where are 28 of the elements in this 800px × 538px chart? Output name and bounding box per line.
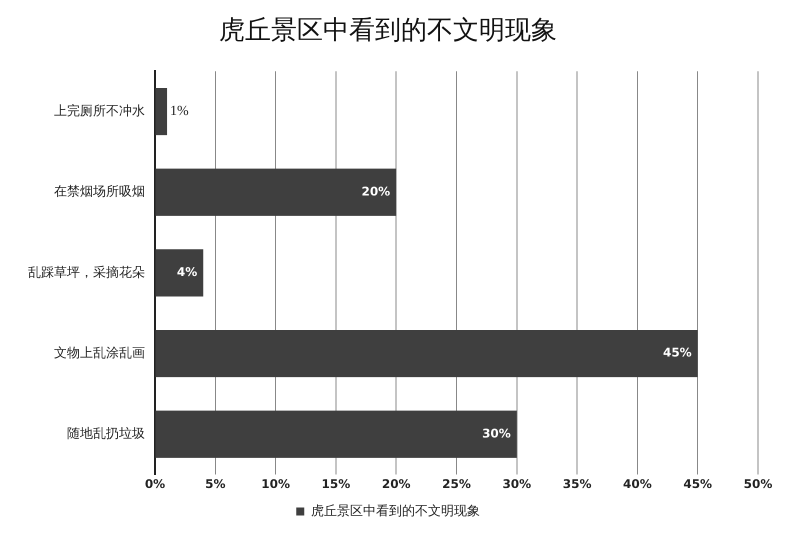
y-tick-label: 文物上乱涂乱画 xyxy=(54,346,145,361)
chart-title: 虎丘景区中看到的不文明现象 xyxy=(219,15,557,46)
data-label: 1% xyxy=(170,104,190,120)
y-tick-label: 随地乱扔垃圾 xyxy=(67,426,145,442)
x-tick-label: 20% xyxy=(382,476,411,491)
bar xyxy=(156,330,698,378)
data-label: 45% xyxy=(662,346,692,360)
x-tick-label: 25% xyxy=(442,476,471,491)
data-label: 4% xyxy=(176,265,198,280)
legend-label: 虎丘景区中看到的不文明现象 xyxy=(310,504,480,519)
x-tick-label: 5% xyxy=(205,476,226,491)
bar xyxy=(156,88,168,136)
bar xyxy=(156,410,517,458)
y-tick-label: 上完厕所不冲水 xyxy=(54,102,145,119)
data-label: 20% xyxy=(361,184,390,198)
x-tick-label: 30% xyxy=(502,476,532,491)
x-tick-label: 50% xyxy=(744,476,772,491)
x-tick-label: 10% xyxy=(261,476,290,491)
x-tick-label: 0% xyxy=(144,476,166,491)
x-tick-label: 40% xyxy=(623,476,652,491)
x-tick-label: 45% xyxy=(683,476,712,491)
data-label: 30% xyxy=(482,426,511,440)
x-tick-label: 15% xyxy=(322,476,350,491)
y-tick-label: 在禁烟场所吸烟 xyxy=(54,184,145,200)
x-tick-label: 35% xyxy=(562,476,592,491)
bar xyxy=(156,249,204,296)
bar xyxy=(156,168,396,216)
y-tick-label: 乱踩草坪，采摘花朵 xyxy=(28,265,145,280)
